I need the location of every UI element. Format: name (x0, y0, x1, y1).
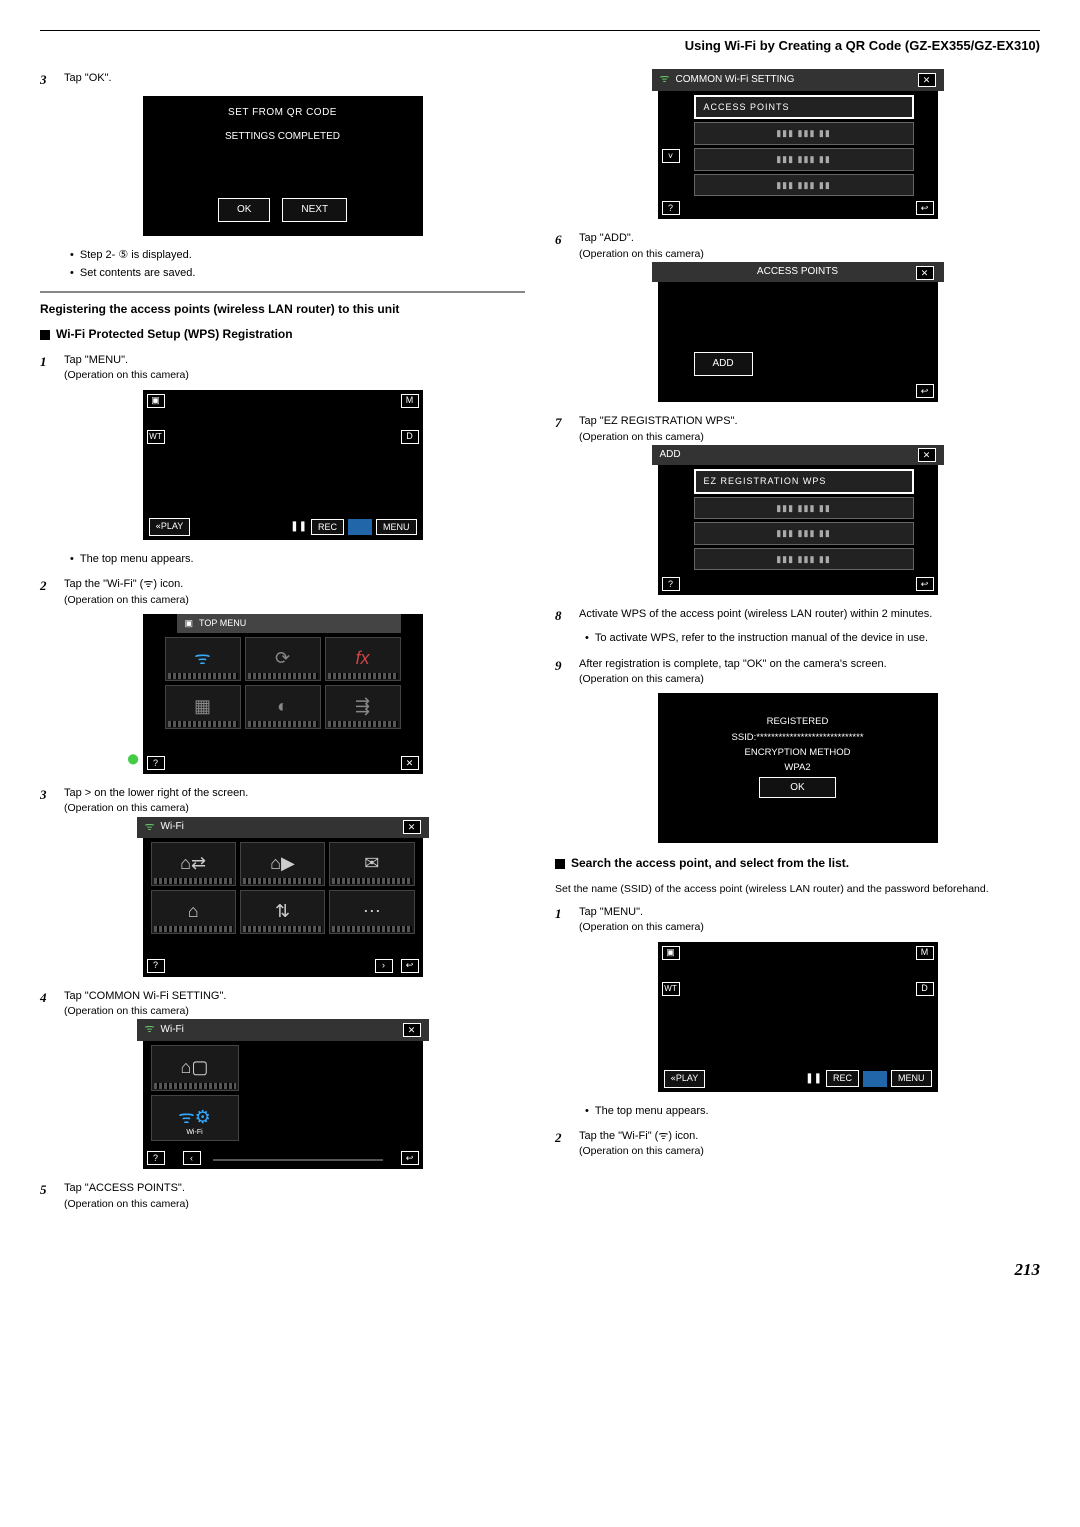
help-icon[interactable]: ? (147, 756, 165, 770)
step-r8: 8 Activate WPS of the access point (wire… (555, 607, 1040, 625)
common-wifi-tile[interactable]: ᯤ⚙ Wi-Fi (151, 1095, 239, 1141)
left-column: 3 Tap "OK". SET FROM QR CODE SETTINGS CO… (40, 71, 525, 1218)
screen-camera-menu-2: ▣ M WT D «PLAY ❚❚ REC MENU (658, 942, 938, 1092)
section-heading: Registering the access points (wireless … (40, 301, 525, 318)
rec-button[interactable]: REC (826, 1070, 859, 1087)
d-icon[interactable]: D (401, 430, 419, 444)
page-number: 213 (40, 1258, 1040, 1282)
content-columns: 3 Tap "OK". SET FROM QR CODE SETTINGS CO… (40, 71, 1040, 1218)
screen-access-points: ACCESS POINTS ✕ ADD ↩ (658, 262, 938, 402)
step-wps3: 3 Tap > on the lower right of the screen… (40, 786, 525, 817)
back-icon[interactable]: ↩ (916, 201, 934, 215)
step-r9: 9 After registration is complete, tap "O… (555, 657, 1040, 688)
step-rb2: 2 Tap the "Wi-Fi" (ᯤ) icon. (Operation o… (555, 1129, 1040, 1160)
menu-button[interactable]: MENU (376, 519, 417, 536)
screen-registered: REGISTERED SSID:************************… (658, 693, 938, 843)
step-wps5: 5 Tap "ACCESS POINTS". (Operation on thi… (40, 1181, 525, 1212)
step-wps4: 4 Tap "COMMON Wi-Fi SETTING". (Operation… (40, 989, 525, 1020)
wifi-icon: ᯤ (145, 820, 155, 835)
play-button[interactable]: «PLAY (149, 518, 191, 536)
screen-add: ADD ✕ EZ REGISTRATION WPS ▮▮▮ ▮▮▮ ▮▮ ▮▮▮… (658, 445, 938, 595)
rec-button[interactable]: REC (311, 519, 344, 536)
step-r6: 6 Tap "ADD". (Operation on this camera) (555, 231, 1040, 262)
back-icon[interactable]: ↩ (916, 384, 934, 398)
step-rb1: 1 Tap "MENU". (Operation on this camera) (555, 905, 1040, 936)
step-l3: 3 Tap "OK". (40, 71, 525, 89)
next-button[interactable]: NEXT (282, 198, 347, 222)
header-title: Using Wi-Fi by Creating a QR Code (GZ-EX… (685, 38, 1040, 53)
close-icon[interactable]: ✕ (916, 266, 934, 280)
screen-common-wifi: ᯤCOMMON Wi-Fi SETTING ✕ ACCESS POINTS ▮▮… (658, 69, 938, 219)
d-icon[interactable]: D (916, 982, 934, 996)
ez-reg-item[interactable]: EZ REGISTRATION WPS (694, 469, 914, 494)
m-icon[interactable]: M (401, 394, 419, 408)
ok-button[interactable]: OK (218, 198, 270, 222)
down-icon[interactable]: ˅ (662, 149, 680, 163)
back-icon[interactable]: ↩ (401, 1151, 419, 1165)
step-wps1: 1 Tap "MENU". (Operation on this camera) (40, 353, 525, 384)
prev-page-icon[interactable]: ‹ (183, 1151, 201, 1165)
ok-button[interactable]: OK (759, 777, 835, 798)
m-icon[interactable]: M (916, 946, 934, 960)
menu-button[interactable]: MENU (891, 1070, 932, 1087)
help-icon[interactable]: ? (662, 577, 680, 591)
screen-qr-complete: SET FROM QR CODE SETTINGS COMPLETED OK N… (143, 96, 423, 236)
wps-heading: Wi-Fi Protected Setup (WPS) Registration (40, 326, 525, 343)
thumb-icon (348, 519, 372, 535)
search-heading: Search the access point, and select from… (555, 855, 1040, 872)
screen-top-menu: ▣ TOP MENU ᯤ ⟳ fx ▦ ◐ ⇶ ⬤ ? ✕ (143, 614, 423, 774)
screen-camera-menu: ▣ M WT D «PLAY ❚❚ REC MENU (143, 390, 423, 540)
help-icon[interactable]: ? (147, 959, 165, 973)
help-icon[interactable]: ? (662, 201, 680, 215)
close-icon[interactable]: ✕ (401, 756, 419, 770)
wifi-tile[interactable]: ᯤ (165, 637, 241, 681)
step-wps2: 2 Tap the "Wi-Fi" (ᯤ) icon. (Operation o… (40, 577, 525, 608)
page-header: Using Wi-Fi by Creating a QR Code (GZ-EX… (40, 30, 1040, 61)
step-r7: 7 Tap "EZ REGISTRATION WPS". (Operation … (555, 414, 1040, 445)
thumb-icon (863, 1071, 887, 1087)
close-icon[interactable]: ✕ (403, 1023, 421, 1037)
right-column: ᯤCOMMON Wi-Fi SETTING ✕ ACCESS POINTS ▮▮… (555, 71, 1040, 1218)
add-button[interactable]: ADD (694, 352, 753, 376)
wt-icon[interactable]: WT (147, 430, 165, 444)
wifi-icon: ᯤ (658, 1130, 668, 1142)
back-icon[interactable]: ↩ (401, 959, 419, 973)
close-icon[interactable]: ✕ (918, 448, 936, 462)
video-icon[interactable]: ▣ (147, 394, 165, 408)
screen-wifi-grid: ᯤWi-Fi ✕ ⌂⇄ ⌂▶ ✉ ⌂ ⇅ ⋯ ? › ↩ (143, 817, 423, 977)
screen-wifi-common: ᯤWi-Fi ✕ ⌂▢ ᯤ⚙ Wi-Fi ? ‹ ↩ (143, 1019, 423, 1169)
close-icon[interactable]: ✕ (403, 820, 421, 834)
video-icon[interactable]: ▣ (662, 946, 680, 960)
help-icon[interactable]: ? (147, 1151, 165, 1165)
wt-icon[interactable]: WT (662, 982, 680, 996)
play-button[interactable]: «PLAY (664, 1070, 706, 1088)
next-page-icon[interactable]: › (375, 959, 393, 973)
wifi-icon: ᯤ (143, 578, 153, 590)
back-icon[interactable]: ↩ (916, 577, 934, 591)
access-points-item[interactable]: ACCESS POINTS (694, 95, 914, 120)
close-icon[interactable]: ✕ (918, 73, 936, 87)
camera-icon: ▣ (185, 617, 194, 630)
divider (40, 291, 525, 293)
qr-notes: Step 2- ⑤ is displayed. Set contents are… (70, 248, 525, 282)
